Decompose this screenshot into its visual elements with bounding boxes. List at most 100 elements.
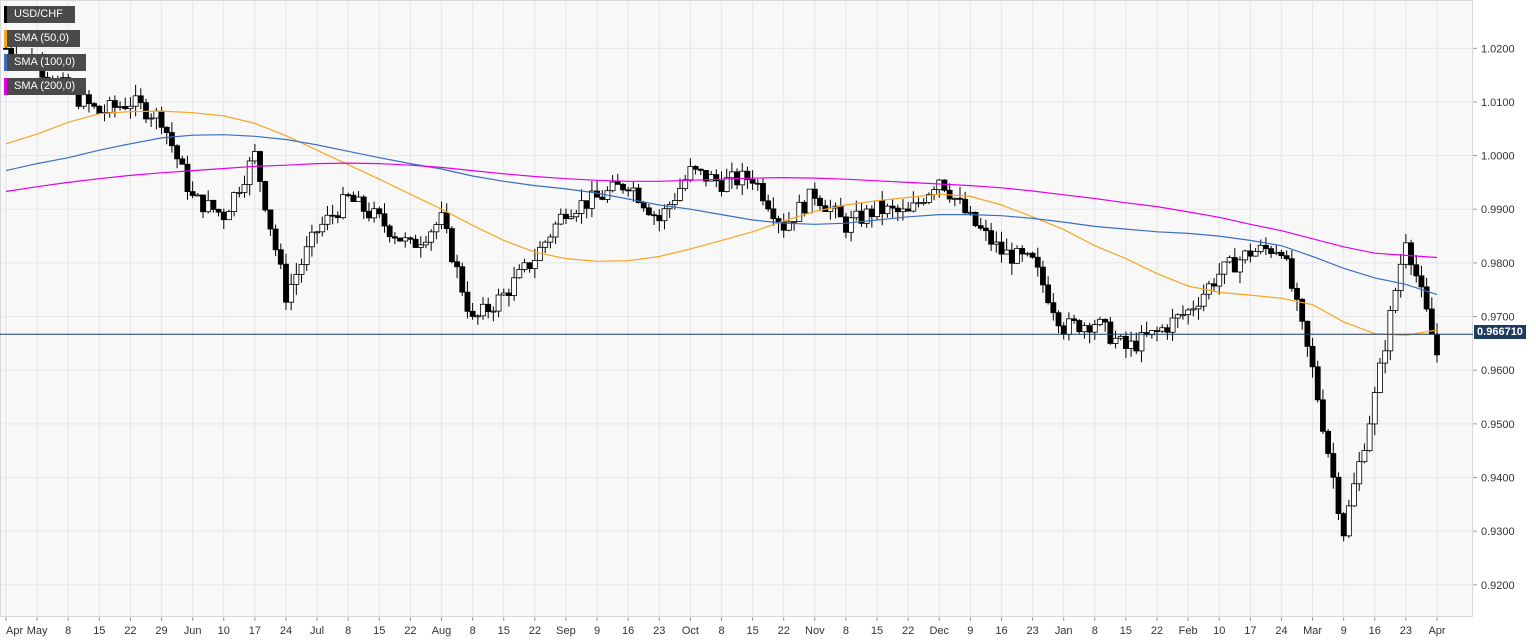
x-tick-label: Apr	[1428, 625, 1445, 637]
x-tick-label: 10	[1213, 625, 1225, 637]
candle-body	[293, 274, 300, 285]
candle-body	[298, 264, 305, 275]
candle-body	[1397, 263, 1404, 291]
x-tick-label: 8	[345, 625, 351, 637]
candle-body	[366, 210, 372, 219]
candle-body	[1040, 266, 1046, 286]
candle-body	[1320, 399, 1326, 432]
legend-sma200[interactable]: SMA (200,0)	[4, 78, 86, 95]
legend-sma100[interactable]: SMA (100,0)	[4, 54, 86, 71]
candle-body	[226, 211, 232, 221]
moving-averages	[5, 110, 1438, 336]
candle-body	[853, 210, 860, 219]
candle-body	[988, 230, 995, 245]
candle-body	[563, 213, 569, 220]
x-tick-label: 16	[1369, 625, 1381, 637]
candle-body	[241, 184, 248, 193]
candle-body	[894, 207, 901, 213]
candle-body	[1294, 287, 1300, 300]
candle-body	[91, 103, 98, 107]
candle-body	[957, 197, 963, 200]
candle-body	[651, 214, 657, 217]
candle-body	[111, 100, 118, 108]
candle-body	[1278, 251, 1285, 257]
candle-body	[117, 106, 123, 108]
plot-border	[0, 0, 1473, 617]
candle-body	[531, 260, 538, 270]
candle-body	[1309, 345, 1316, 368]
candle-body	[215, 208, 222, 213]
x-tick-label: 15	[746, 625, 758, 637]
x-tick-label: Feb	[1179, 625, 1198, 637]
candle-body	[1361, 450, 1368, 463]
candle-body	[1138, 332, 1145, 352]
candle-body	[1299, 298, 1306, 322]
candle-body	[583, 200, 590, 209]
candle-body	[433, 224, 440, 233]
candle-body	[760, 183, 766, 202]
candle-body	[137, 95, 144, 104]
x-tick-label: 17	[1244, 625, 1256, 637]
candle-body	[1174, 314, 1181, 319]
candle-body	[1123, 335, 1129, 349]
legend-symbol[interactable]: USD/CHF	[4, 6, 75, 23]
candle-body	[262, 181, 269, 211]
candle-body	[474, 315, 481, 318]
candle-body	[573, 212, 580, 218]
candle-body	[594, 190, 600, 198]
candle-body	[231, 192, 238, 212]
candle-body	[951, 197, 958, 200]
candle-body	[251, 151, 258, 162]
candle-body	[765, 200, 772, 210]
candle-body	[106, 100, 113, 113]
candle-body	[1382, 350, 1389, 364]
candle-body	[1216, 273, 1223, 287]
candle-body	[920, 202, 927, 204]
candle-body	[1200, 293, 1207, 307]
candle-body	[925, 194, 932, 203]
candle-body	[977, 225, 984, 229]
candle-body	[936, 179, 943, 190]
candle-body	[288, 283, 295, 303]
candle-body	[1045, 284, 1052, 304]
legend-sma200-label: SMA (200,0)	[14, 80, 76, 92]
x-tick-label: 23	[1400, 625, 1412, 637]
candle-body	[459, 266, 466, 293]
x-tick-label: 22	[404, 625, 416, 637]
candle-body	[1086, 325, 1093, 333]
candle-body	[1231, 257, 1238, 273]
candle-body	[516, 269, 523, 279]
candle-body	[542, 241, 549, 248]
candle-body	[345, 194, 352, 197]
candle-body	[1392, 290, 1399, 311]
candle-body	[153, 110, 160, 119]
candle-body	[1091, 324, 1098, 333]
candle-body	[547, 236, 554, 243]
candle-body	[1102, 318, 1109, 323]
candle-body	[1060, 325, 1067, 335]
candle-body	[713, 174, 720, 182]
candle-body	[1377, 362, 1383, 393]
x-tick-label: 15	[871, 625, 883, 637]
last-price-tag: 0.966710	[1474, 325, 1526, 339]
candle-body	[972, 211, 979, 227]
candle-body	[723, 177, 730, 192]
candle-body	[1081, 325, 1088, 333]
sma-line	[5, 134, 1438, 296]
candle-body	[246, 160, 253, 185]
x-tick-label: 15	[373, 625, 385, 637]
candle-body	[511, 277, 518, 296]
legend-sma50[interactable]: SMA (50,0)	[4, 30, 80, 47]
candle-body	[905, 208, 912, 212]
candle-body	[1055, 312, 1062, 327]
candle-body	[900, 208, 906, 213]
candle-body	[728, 171, 735, 179]
candle-body	[350, 194, 357, 202]
candle-body	[941, 179, 948, 191]
candle-body	[1335, 476, 1342, 514]
candle-body	[775, 218, 782, 223]
x-tick-label: 22	[902, 625, 914, 637]
candle-body	[402, 237, 409, 242]
candle-body	[490, 310, 497, 313]
